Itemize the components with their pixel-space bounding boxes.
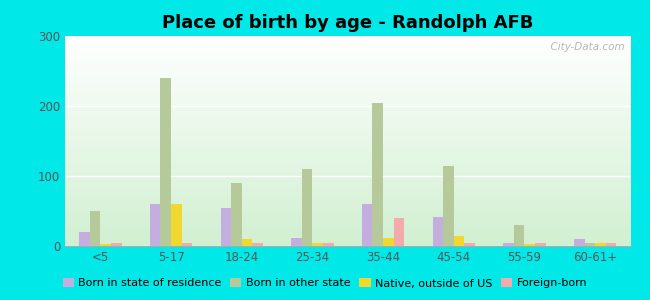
Bar (100, 244, 111, 246)
Bar (372, 103, 383, 246)
Bar (454, 236, 464, 246)
Bar (595, 242, 606, 246)
Bar (252, 242, 263, 246)
Bar (111, 242, 122, 246)
Bar (171, 204, 181, 246)
Bar (150, 204, 161, 246)
Bar (584, 242, 595, 246)
Bar (79, 232, 90, 246)
Bar (606, 242, 616, 246)
Bar (394, 218, 404, 246)
Bar (313, 242, 323, 246)
Legend: Born in state of residence, Born in other state, Native, outside of US, Foreign-: Born in state of residence, Born in othe… (58, 274, 592, 293)
Bar (383, 238, 394, 246)
Bar (525, 244, 535, 246)
Bar (433, 217, 443, 246)
Bar (464, 242, 475, 246)
Bar (90, 211, 100, 246)
Bar (574, 239, 584, 246)
Bar (231, 183, 242, 246)
Bar (181, 242, 192, 246)
Bar (514, 225, 525, 246)
Text: City-Data.com: City-Data.com (544, 42, 625, 52)
Bar (220, 208, 231, 246)
Bar (362, 204, 372, 246)
Bar (302, 169, 313, 246)
Bar (535, 242, 545, 246)
Bar (323, 242, 333, 246)
Title: Place of birth by age - Randolph AFB: Place of birth by age - Randolph AFB (162, 14, 534, 32)
Bar (443, 166, 454, 246)
Bar (291, 238, 302, 246)
Bar (161, 78, 171, 246)
Bar (503, 242, 514, 246)
Bar (242, 239, 252, 246)
